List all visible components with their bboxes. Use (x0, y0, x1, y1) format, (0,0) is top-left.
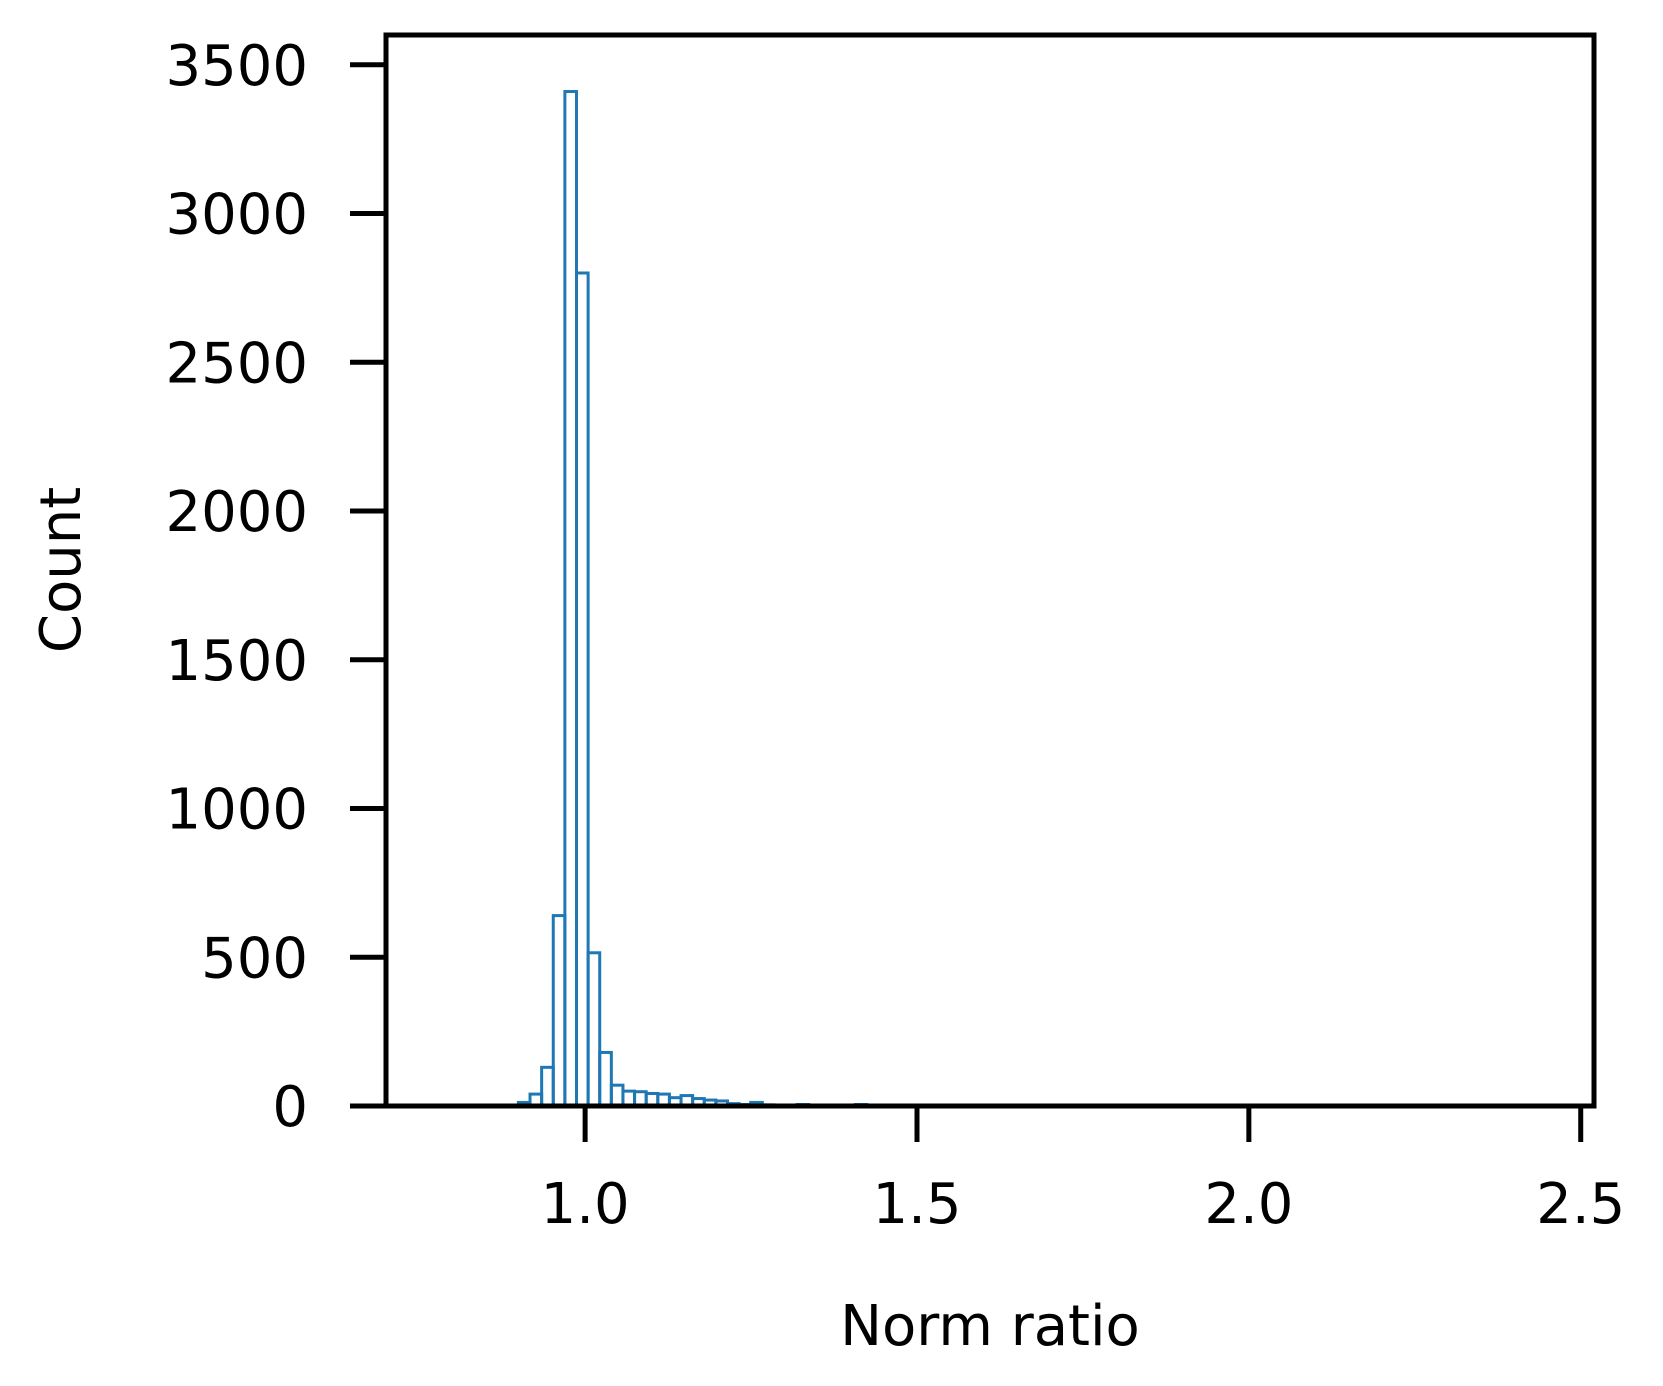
histogram-bar-3 (551, 914, 567, 1108)
histogram-bar-8 (609, 1083, 625, 1108)
histogram-bars (516, 90, 880, 1108)
histogram-bar-7 (598, 1050, 613, 1108)
y-tick-label-4: 2000 (165, 480, 308, 545)
y-tick-label-6: 3000 (165, 183, 308, 248)
y-tick-label-3: 1500 (165, 629, 308, 694)
x-tick-label-0: 1.0 (541, 1172, 630, 1237)
y-axis: 0 500 1000 1500 2000 2500 3000 3500 (165, 34, 386, 1140)
histogram-bar-6 (586, 951, 602, 1108)
histogram-bar-5 (574, 271, 590, 1108)
x-tick-label-2: 2.0 (1204, 1172, 1293, 1237)
y-axis-label: Count (29, 487, 94, 653)
x-axis: 1.0 1.5 2.0 2.5 (541, 1106, 1625, 1237)
y-tick-label-5: 2500 (165, 331, 308, 396)
y-tick-label-7: 3500 (165, 34, 308, 99)
histogram-bar-4 (563, 90, 578, 1108)
y-tick-label-0: 0 (272, 1075, 308, 1140)
x-tick-label-3: 2.5 (1536, 1172, 1625, 1237)
histogram-bar-2 (540, 1065, 555, 1108)
x-tick-label-1: 1.5 (872, 1172, 961, 1237)
x-axis-label: Norm ratio (840, 1294, 1140, 1359)
y-tick-label-1: 500 (201, 926, 308, 991)
plot-frame (383, 32, 1597, 1109)
y-tick-label-2: 1000 (165, 778, 308, 843)
